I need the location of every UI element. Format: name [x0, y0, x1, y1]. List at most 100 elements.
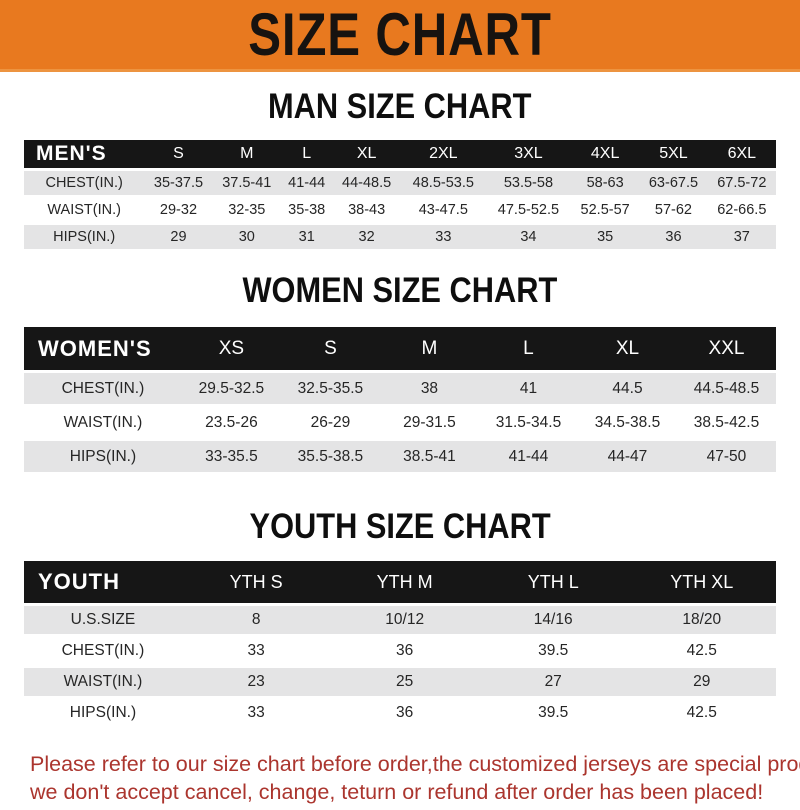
size-value-cell: 35-38: [280, 198, 333, 222]
women-section-heading: WOMEN SIZE CHART: [242, 271, 558, 310]
size-value-cell: 32.5-35.5: [280, 373, 380, 404]
size-value-cell: 53.5-58: [485, 171, 571, 195]
size-value-cell: 39.5: [478, 699, 628, 727]
table-corner-label: WOMEN'S: [24, 327, 182, 370]
size-value-cell: 37: [707, 225, 776, 249]
size-value-cell: 48.5-53.5: [400, 171, 486, 195]
table-corner-label: YOUTH: [24, 561, 182, 603]
size-value-cell: 32-35: [212, 198, 281, 222]
row-label: WAIST(IN.): [24, 668, 182, 696]
size-value-cell: 41: [478, 373, 578, 404]
row-label: HIPS(IN.): [24, 225, 145, 249]
size-value-cell: 27: [478, 668, 628, 696]
table-corner-label: MEN'S: [24, 140, 145, 168]
table-row: HIPS(IN.) 29 30 31 32 33 34 35 36 37: [24, 225, 776, 249]
size-value-cell: 33: [181, 699, 331, 727]
row-label: HIPS(IN.): [24, 441, 182, 472]
size-value-cell: 58-63: [570, 171, 640, 195]
size-value-cell: 23: [181, 668, 331, 696]
size-value-cell: 35.5-38.5: [280, 441, 380, 472]
size-value-cell: 30: [212, 225, 281, 249]
notice-line-1: Please refer to our size chart before or…: [30, 752, 800, 776]
size-value-cell: 10/12: [330, 606, 479, 634]
size-value-cell: 44.5-48.5: [676, 373, 776, 404]
size-value-cell: 57-62: [639, 198, 708, 222]
row-label: CHEST(IN.): [24, 637, 182, 665]
row-label: WAIST(IN.): [24, 198, 145, 222]
size-value-cell: 29: [627, 668, 776, 696]
size-value-cell: 29.5-32.5: [181, 373, 281, 404]
men-size-table: MEN'S S M L XL 2XL 3XL 4XL 5XL 6XL CHEST(IN.) 35-37…: [24, 137, 776, 252]
size-value-cell: 62-66.5: [707, 198, 776, 222]
size-value-cell: 25: [330, 668, 479, 696]
size-value-cell: 29-31.5: [379, 407, 479, 438]
size-value-cell: 52.5-57: [570, 198, 640, 222]
column-header: 5XL: [639, 140, 708, 168]
table-header-row: MEN'S S M L XL 2XL 3XL 4XL 5XL 6XL: [24, 140, 776, 168]
column-header: M: [212, 140, 281, 168]
notice-line-2: we don't accept cancel, change, teturn o…: [30, 780, 764, 805]
banner: SIZE CHART: [0, 0, 800, 72]
size-value-cell: 36: [330, 699, 479, 727]
table-header-row: YOUTH YTH S YTH M YTH L YTH XL: [24, 561, 776, 603]
section-men: MAN SIZE CHART MEN'S S M L XL 2XL 3XL 4XL 5XL 6XL…: [0, 72, 800, 252]
row-label: WAIST(IN.): [24, 407, 182, 438]
size-value-cell: 33: [400, 225, 486, 249]
page-title: SIZE CHART: [248, 0, 552, 68]
table-row: HIPS(IN.) 33-35.5 35.5-38.5 38.5-41 41-44 44-…: [24, 441, 776, 472]
size-value-cell: 43-47.5: [400, 198, 486, 222]
size-value-cell: 41-44: [280, 171, 333, 195]
size-value-cell: 41-44: [478, 441, 578, 472]
column-header: XL: [577, 327, 677, 370]
section-youth: YOUTH SIZE CHART YOUTH YTH S YTH M YTH L YTH…: [0, 475, 800, 730]
column-header: 2XL: [400, 140, 486, 168]
youth-section-heading: YOUTH SIZE CHART: [249, 507, 551, 546]
size-value-cell: 29-32: [144, 198, 213, 222]
size-value-cell: 35-37.5: [144, 171, 213, 195]
size-value-cell: 37.5-41: [212, 171, 281, 195]
women-size-table: WOMEN'S XS S M L XL XXL CHEST(IN.) 29.5-32.5 32.5…: [24, 324, 776, 475]
column-header: S: [144, 140, 213, 168]
size-value-cell: 29: [144, 225, 213, 249]
table-header-row: WOMEN'S XS S M L XL XXL: [24, 327, 776, 370]
size-value-cell: 44-47: [577, 441, 677, 472]
table-row: WAIST(IN.) 23.5-26 26-29 29-31.5 31.5-34.5 34…: [24, 407, 776, 438]
column-header: L: [478, 327, 578, 370]
section-women: WOMEN SIZE CHART WOMEN'S XS S M L XL XXL CHEST(…: [0, 252, 800, 475]
size-value-cell: 31: [280, 225, 333, 249]
bottom-edge-strip: [0, 806, 800, 810]
column-header: 3XL: [485, 140, 571, 168]
size-value-cell: 33: [181, 637, 331, 665]
size-value-cell: 47.5-52.5: [485, 198, 571, 222]
table-row: WAIST(IN.) 29-32 32-35 35-38 38-43 43-47.5 47.…: [24, 198, 776, 222]
size-value-cell: 63-67.5: [639, 171, 708, 195]
table-row: CHEST(IN.) 33 36 39.5 42.5: [24, 637, 776, 665]
size-value-cell: 42.5: [627, 699, 776, 727]
table-row: U.S.SIZE 8 10/12 14/16 18/20: [24, 606, 776, 634]
column-header: YTH S: [181, 561, 331, 603]
size-value-cell: 38-43: [332, 198, 401, 222]
size-value-cell: 47-50: [676, 441, 776, 472]
size-value-cell: 14/16: [478, 606, 628, 634]
size-value-cell: 34: [485, 225, 571, 249]
table-row: WAIST(IN.) 23 25 27 29: [24, 668, 776, 696]
size-value-cell: 8: [181, 606, 331, 634]
column-header: YTH XL: [627, 561, 776, 603]
row-label: CHEST(IN.): [24, 373, 182, 404]
size-value-cell: 23.5-26: [181, 407, 281, 438]
column-header: 4XL: [570, 140, 640, 168]
column-header: YTH M: [330, 561, 479, 603]
size-value-cell: 39.5: [478, 637, 628, 665]
size-value-cell: 36: [639, 225, 708, 249]
size-value-cell: 32: [332, 225, 401, 249]
size-value-cell: 18/20: [627, 606, 776, 634]
size-value-cell: 44-48.5: [332, 171, 401, 195]
column-header: XXL: [676, 327, 776, 370]
column-header: XS: [181, 327, 281, 370]
row-label: CHEST(IN.): [24, 171, 145, 195]
size-value-cell: 38.5-42.5: [676, 407, 776, 438]
size-value-cell: 36: [330, 637, 479, 665]
men-section-heading: MAN SIZE CHART: [268, 87, 532, 126]
column-header: YTH L: [478, 561, 628, 603]
